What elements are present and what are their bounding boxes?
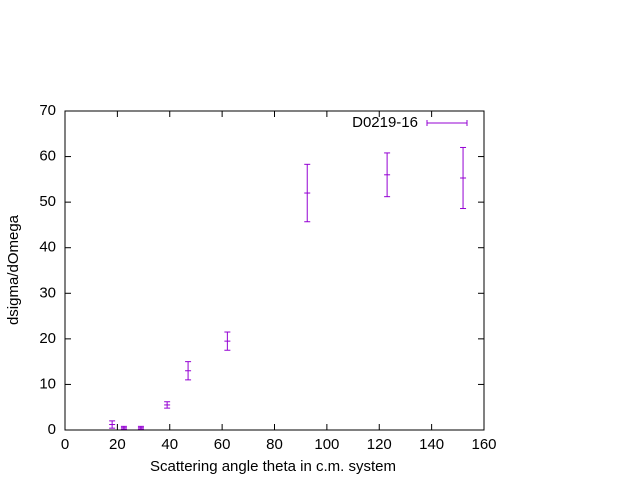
x-tick-label: 120 xyxy=(367,436,392,453)
legend-label: D0219-16 xyxy=(352,114,418,131)
plot-border xyxy=(64,110,485,431)
y-tick-label: 30 xyxy=(39,284,56,301)
y-axis-label: dsigma/dOmega xyxy=(5,214,22,325)
error-bar xyxy=(304,163,311,223)
error-bar xyxy=(109,420,116,429)
error-bar xyxy=(120,425,127,430)
x-tick-label: 160 xyxy=(471,436,496,453)
x-tick-label: 80 xyxy=(266,436,283,453)
y-tick-label: 0 xyxy=(48,421,56,438)
x-tick-label: 60 xyxy=(214,436,231,453)
y-tick-label: 70 xyxy=(39,102,56,119)
error-bar xyxy=(164,401,171,409)
y-tick-label: 10 xyxy=(39,375,56,392)
y-tick-label: 50 xyxy=(39,193,56,210)
y-tick-label: 40 xyxy=(39,239,56,256)
x-tick-label: 20 xyxy=(109,436,126,453)
x-tick-label: 100 xyxy=(314,436,339,453)
error-bar xyxy=(384,152,391,198)
x-tick-label: 0 xyxy=(61,436,69,453)
y-tick-label: 20 xyxy=(39,330,56,347)
error-bar xyxy=(137,425,144,430)
x-tick-label: 40 xyxy=(161,436,178,453)
error-bar xyxy=(185,361,192,381)
error-bar xyxy=(460,146,467,210)
y-tick-label: 60 xyxy=(39,148,56,165)
x-tick-label: 140 xyxy=(419,436,444,453)
error-bar xyxy=(224,331,231,351)
x-axis-label: Scattering angle theta in c.m. system xyxy=(150,458,396,475)
